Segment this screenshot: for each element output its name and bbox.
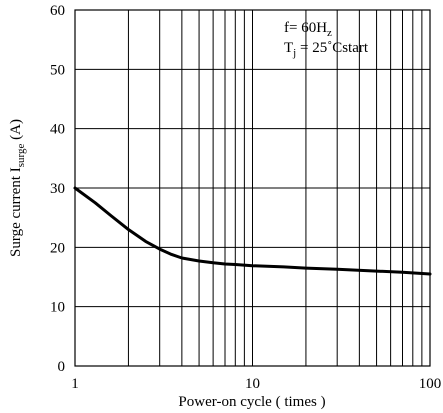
y-tick-label: 60 [50, 3, 65, 19]
series-layer [73, 186, 432, 276]
y-tick-label: 0 [58, 359, 66, 375]
grid-layer [75, 10, 430, 366]
annotation-temperature: Tj = 25˚Cstart [284, 40, 369, 59]
annotation-frequency: f= 60Hz [284, 20, 332, 39]
x-tick-label: 10 [245, 376, 260, 392]
x-axis-label: Power-on cycle ( times ) [178, 394, 325, 410]
annotation-block: f= 60Hz Tj = 25˚Cstart [284, 20, 369, 59]
surge-current-curve [73, 186, 432, 276]
x-tick-label: 1 [71, 376, 79, 392]
y-tick-label: 10 [50, 300, 65, 316]
y-tick-label: 40 [50, 122, 65, 138]
tick-layer: 0 10 20 30 40 50 60 1 10 100 [50, 3, 441, 392]
x-tick-label: 100 [419, 376, 442, 392]
y-axis-label: Surge current Isurge (A) [8, 119, 27, 257]
y-tick-label: 50 [50, 62, 65, 78]
y-tick-label: 20 [50, 240, 65, 256]
y-tick-label: 30 [50, 181, 65, 197]
